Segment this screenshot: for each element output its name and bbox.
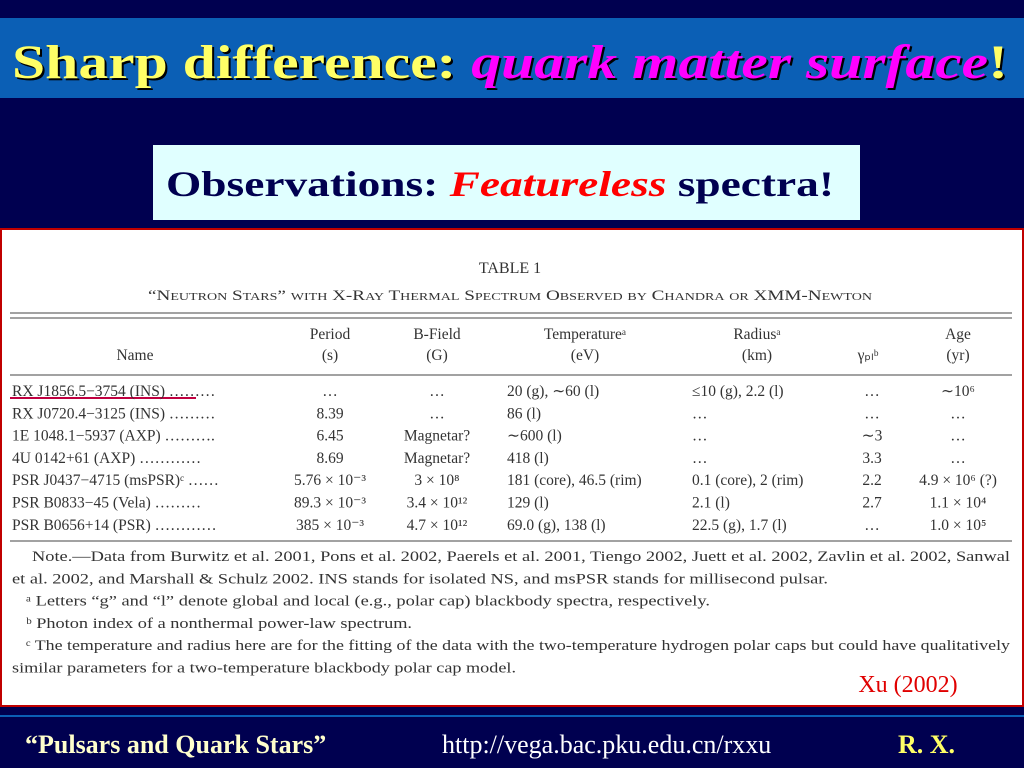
table-cell: … — [950, 450, 966, 467]
table-cell: 4U 0142+61 (AXP) ………… — [12, 450, 201, 467]
table-cell: 1E 1048.1−5937 (AXP) ………. — [12, 428, 215, 445]
table-cell: ∼600 (l) — [507, 428, 562, 445]
table-cell: … — [429, 383, 445, 400]
table-cell: ∼3 — [862, 428, 883, 445]
subtitle-box — [153, 145, 860, 220]
table-cell: … — [692, 450, 708, 467]
table-cell: 3.3 — [862, 450, 882, 467]
table-cell: 86 (l) — [507, 405, 541, 422]
table-cell: 2.1 (l) — [692, 495, 730, 512]
column-header: Name — [116, 347, 153, 364]
table-cell: 181 (core), 46.5 (rim) — [507, 472, 642, 489]
table-cell: … — [322, 383, 338, 400]
table-cell: … — [864, 405, 880, 422]
column-header: γₚₗᵇ — [857, 347, 879, 364]
table-cell: … — [950, 405, 966, 422]
table-cell: RX J0720.4−3125 (INS) ……… — [12, 405, 215, 422]
table-cell: 1.1 × 10⁴ — [930, 495, 987, 512]
table-cell: ∼10⁶ — [941, 383, 975, 400]
table-cell: 3.4 × 10¹² — [407, 495, 468, 512]
table: TABLE 1 “Neutron Stars” with X-Ray Therm… — [10, 260, 1012, 677]
table-cell: … — [692, 405, 708, 422]
column-header: Temperatureᵃ — [544, 326, 626, 343]
slide-title: Sharp difference: quark matter surface! — [12, 36, 1008, 89]
table-cell: 385 × 10⁻³ — [296, 517, 364, 534]
table-cell: … — [692, 428, 708, 445]
table-cell: 2.2 — [862, 472, 881, 489]
table-cell: 4.9 × 10⁶ (?) — [919, 472, 997, 489]
table-cell: PSR B0833−45 (Vela) ……… — [12, 495, 201, 512]
table-cell: PSR J0437−4715 (msPSR)ᶜ …… — [12, 472, 219, 489]
table-cell: 8.69 — [316, 450, 343, 467]
subtitle: Observations: Featureless spectra! — [166, 164, 834, 204]
table-cell: … — [429, 405, 445, 422]
table-note: et al. 2002, and Marshall & Schulz 2002.… — [12, 571, 828, 587]
table-cell: … — [950, 428, 966, 445]
table-note: Note.—Data from Burwitz et al. 2001, Pon… — [32, 549, 1010, 565]
column-header: Age — [945, 326, 971, 343]
table-cell: 6.45 — [316, 428, 343, 445]
subtitle-emphasis: Featureless — [448, 164, 666, 204]
footer-url: http://vega.bac.pku.edu.cn/rxxu — [442, 730, 771, 759]
table-cell: Magnetar? — [404, 428, 470, 445]
column-header: Radiusᵃ — [733, 326, 780, 343]
subtitle-lead: Observations: — [166, 164, 450, 204]
table-note: ᶜ The temperature and radius here are fo… — [26, 638, 1011, 654]
column-header: Period — [310, 326, 351, 343]
table-cell: 418 (l) — [507, 450, 549, 467]
table-note: similar parameters for a two-temperature… — [12, 661, 516, 677]
table-cell: 3 × 10⁸ — [414, 472, 459, 489]
table-label: TABLE 1 — [479, 260, 541, 277]
credit: Xu (2002) — [858, 672, 957, 698]
table-cell: 69.0 (g), 138 (l) — [507, 517, 606, 534]
table-cell: … — [864, 383, 880, 400]
column-header: (G) — [426, 347, 448, 364]
table-cell: 22.5 (g), 1.7 (l) — [692, 517, 787, 534]
table-cell: 4.7 × 10¹² — [407, 517, 468, 534]
table-cell: PSR B0656+14 (PSR) ………… — [12, 517, 217, 534]
title-bar — [0, 18, 1024, 98]
table-cell: 8.39 — [316, 405, 343, 422]
table-cell: 20 (g), ∼60 (l) — [507, 383, 599, 400]
table-cell: 5.76 × 10⁻³ — [294, 472, 366, 489]
column-header: (yr) — [946, 347, 969, 364]
table-caption: “Neutron Stars” with X-Ray Thermal Spect… — [148, 288, 872, 304]
table-cell: RX J1856.5−3754 (INS) ……… — [12, 383, 215, 400]
table-note: ᵃ Letters “g” and “l” denote global and … — [26, 594, 710, 610]
table-cell: 89.3 × 10⁻³ — [294, 495, 366, 512]
subtitle-end: spectra! — [666, 164, 834, 204]
title-end: ! — [988, 36, 1008, 89]
footer-author: R. X. — [898, 730, 955, 759]
title-emphasis: quark matter surface — [471, 36, 988, 89]
table-note: ᵇ Photon index of a nonthermal power-law… — [26, 616, 412, 632]
table-cell: … — [864, 517, 880, 534]
column-header: (km) — [742, 347, 772, 364]
table-cell: 1.0 × 10⁵ — [930, 517, 987, 534]
table-cell: Magnetar? — [404, 450, 470, 467]
table-cell: ≤10 (g), 2.2 (l) — [692, 383, 784, 400]
column-header: (eV) — [571, 347, 599, 364]
table-cell: 0.1 (core), 2 (rim) — [692, 472, 803, 489]
column-header: B-Field — [413, 326, 461, 343]
column-header: (s) — [322, 347, 338, 364]
table-cell: 2.7 — [862, 495, 882, 512]
footer-quote: “Pulsars and Quark Stars” — [25, 730, 326, 759]
table-cell: 129 (l) — [507, 495, 549, 512]
title-lead: Sharp difference: — [12, 36, 471, 89]
table-panel — [0, 228, 1024, 707]
